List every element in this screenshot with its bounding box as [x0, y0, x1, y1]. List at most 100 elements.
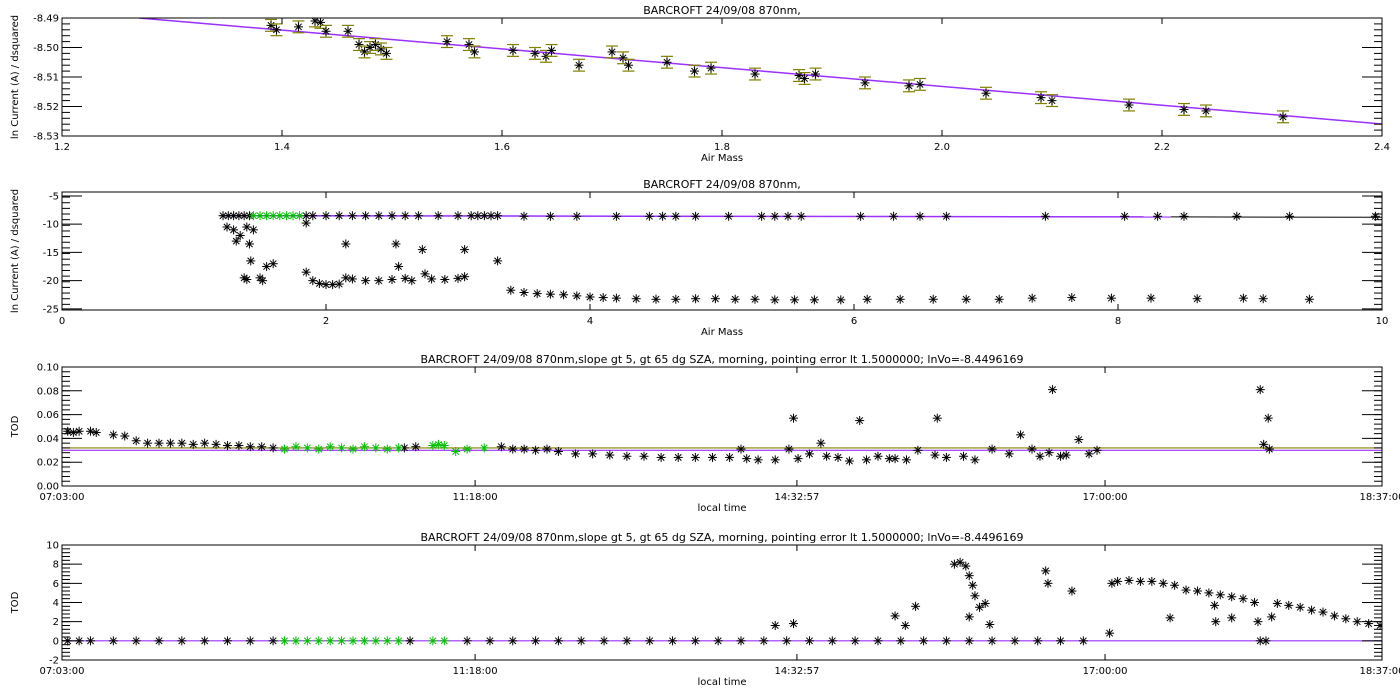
- star-stroke: [785, 445, 793, 453]
- star-stroke: [428, 275, 436, 283]
- data-point: [242, 222, 252, 232]
- data-point: [968, 580, 978, 590]
- star-stroke: [1193, 295, 1201, 303]
- star-stroke: [1228, 614, 1236, 622]
- star-stroke: [962, 562, 970, 570]
- star-stroke: [302, 212, 310, 220]
- y-tick-label: -8.49: [33, 14, 59, 25]
- data-point: [394, 636, 404, 646]
- data-point: [314, 636, 324, 646]
- y-tick-label: 2: [53, 617, 59, 628]
- data-point: [316, 18, 325, 27]
- data-point: [280, 636, 290, 646]
- star-stroke: [971, 592, 979, 600]
- data-point: [321, 211, 331, 221]
- data-point: [479, 443, 489, 453]
- star-stroke: [916, 212, 924, 220]
- star-stroke: [401, 212, 409, 220]
- data-point: [91, 427, 101, 437]
- data-point: [1204, 588, 1214, 598]
- data-point: [1004, 449, 1014, 459]
- star-stroke: [920, 637, 928, 645]
- x-tick-label: 18:37:00: [1360, 666, 1400, 677]
- x-tick-label: 8: [1115, 316, 1121, 327]
- y-axis-label: TOD: [10, 415, 21, 438]
- data-point: [268, 259, 278, 269]
- data-point: [314, 444, 324, 454]
- data-point: [750, 294, 760, 304]
- star-stroke: [1171, 581, 1179, 589]
- star-stroke: [412, 443, 420, 451]
- star-stroke: [395, 263, 403, 271]
- star-stroke: [302, 268, 310, 276]
- y-tick-label: 0.02: [37, 458, 59, 469]
- star-stroke: [1353, 618, 1361, 626]
- data-point: [407, 276, 417, 286]
- star-stroke: [486, 637, 494, 645]
- x-axis-label: Air Mass: [701, 153, 743, 164]
- data-point: [1047, 96, 1057, 106]
- star-stroke: [1330, 612, 1338, 620]
- data-point: [275, 211, 285, 221]
- data-point: [1264, 444, 1274, 454]
- star-stroke: [546, 212, 554, 220]
- star-stroke: [480, 444, 488, 452]
- data-point: [1250, 598, 1260, 607]
- data-point: [519, 287, 529, 297]
- data-point: [844, 456, 854, 466]
- star-stroke: [1256, 386, 1264, 394]
- star-stroke: [507, 286, 515, 294]
- star-stroke: [531, 49, 539, 57]
- data-point: [348, 444, 358, 454]
- star-stroke: [791, 296, 799, 304]
- star-stroke: [760, 637, 768, 645]
- star-stroke: [454, 212, 462, 220]
- star-stroke: [375, 277, 383, 285]
- star-stroke: [311, 18, 319, 25]
- data-point: [1147, 576, 1157, 586]
- data-point: [361, 276, 371, 286]
- data-point: [246, 256, 256, 266]
- star-stroke: [754, 456, 762, 464]
- data-point: [822, 451, 832, 461]
- star-stroke: [395, 637, 403, 645]
- data-point: [508, 444, 518, 454]
- data-point: [599, 636, 609, 646]
- star-stroke: [1254, 618, 1262, 626]
- data-point: [470, 47, 479, 57]
- star-stroke: [246, 637, 254, 645]
- data-point: [343, 26, 353, 36]
- star-stroke: [1180, 212, 1188, 220]
- data-point: [559, 290, 569, 300]
- x-tick-label: 2.0: [934, 142, 950, 153]
- star-stroke: [1212, 618, 1220, 626]
- data-point: [759, 636, 769, 646]
- y-axis-label: ln Current (A) / dsquared: [10, 189, 21, 313]
- x-tick-label: 0: [59, 316, 65, 327]
- data-point: [949, 559, 959, 569]
- data-point: [545, 289, 555, 299]
- data-point: [359, 442, 369, 452]
- data-point: [624, 60, 633, 70]
- star-stroke: [837, 296, 845, 304]
- data-point: [1033, 636, 1043, 646]
- star-stroke: [956, 558, 964, 566]
- data-point: [530, 48, 540, 58]
- star-stroke: [573, 292, 581, 300]
- data-point: [572, 291, 582, 301]
- star-stroke: [247, 257, 255, 265]
- data-point: [108, 636, 118, 646]
- data-point: [783, 211, 793, 221]
- star-stroke: [891, 455, 899, 463]
- data-point: [321, 26, 331, 36]
- data-point: [930, 450, 940, 460]
- data-point: [255, 211, 265, 221]
- star-stroke: [470, 48, 479, 56]
- data-point: [961, 561, 971, 571]
- star-stroke: [272, 26, 281, 34]
- star-stroke: [672, 212, 680, 220]
- data-point: [532, 289, 542, 299]
- star-stroke: [418, 246, 426, 254]
- star-stroke: [714, 637, 722, 645]
- data-point: [1364, 619, 1374, 629]
